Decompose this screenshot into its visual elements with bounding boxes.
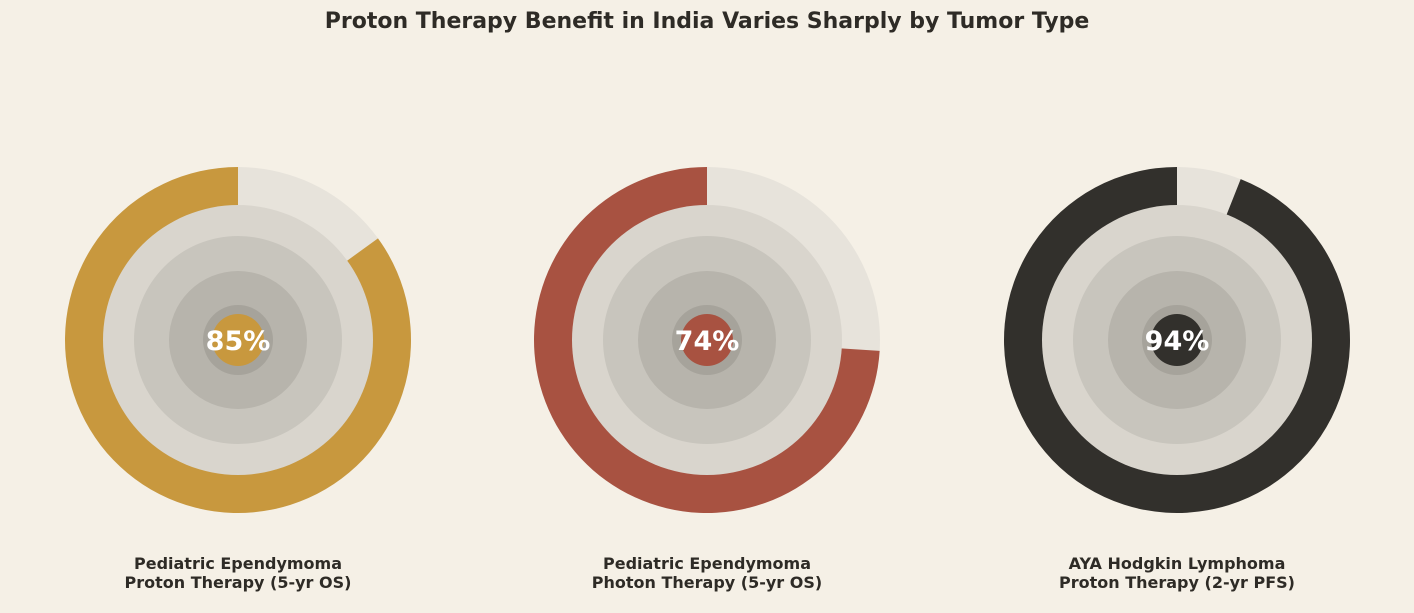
gauge-value-label: 94%: [1145, 326, 1210, 357]
gauge-center-dot: [681, 314, 733, 366]
chart-title: Proton Therapy Benefit in India Varies S…: [324, 9, 1090, 34]
gauge-value-label: 74%: [675, 326, 740, 357]
gauge-3: 94%: [1004, 167, 1351, 513]
gauge-caption-line-2: Photon Therapy (5-yr OS): [591, 573, 823, 592]
gauge-caption-line-1: Pediatric Ependymoma: [133, 554, 343, 573]
gauge-value-label: 85%: [206, 326, 271, 357]
gauge-caption-line-2: Proton Therapy (5-yr OS): [124, 573, 352, 592]
gauge-center-dot: [212, 314, 264, 366]
gauge-caption-2: Pediatric Ependymoma Photon Therapy (5-y…: [527, 554, 887, 592]
gauge-caption-line-2: Proton Therapy (2-yr PFS): [1059, 573, 1295, 592]
gauge-caption-1: Pediatric Ependymoma Proton Therapy (5-y…: [58, 554, 418, 592]
gauge-caption-3: AYA Hodgkin Lymphoma Proton Therapy (2-y…: [997, 554, 1357, 592]
gauge-2: 74%: [534, 167, 880, 513]
gauge-center-dot: [1151, 314, 1203, 366]
gauge-1: 85%: [64, 167, 411, 513]
gauge-caption-line-1: AYA Hodgkin Lymphoma: [1068, 554, 1286, 573]
gauge-caption-line-1: Pediatric Ependymoma: [602, 554, 812, 573]
